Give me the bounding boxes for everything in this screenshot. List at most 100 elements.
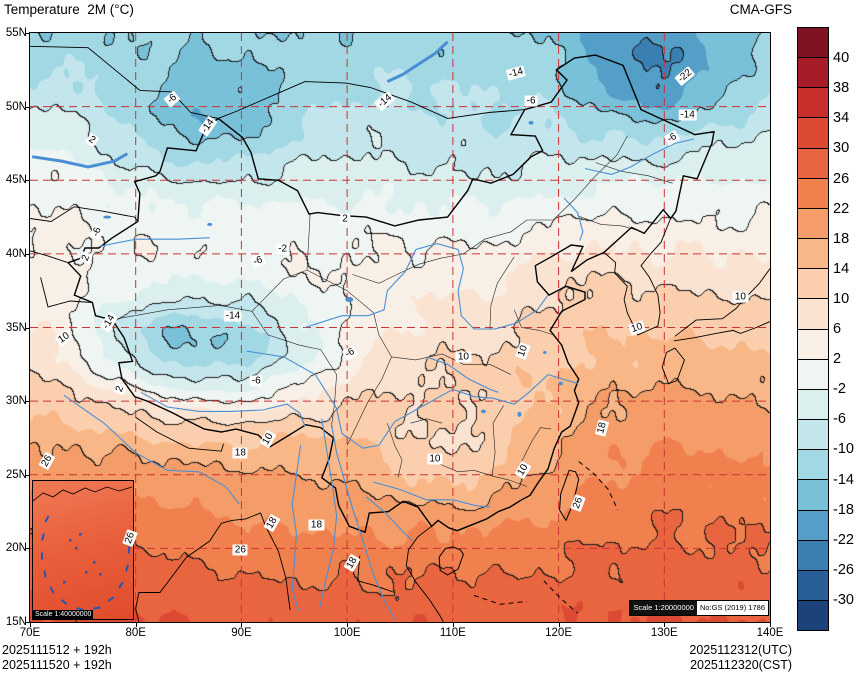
inset-map	[33, 486, 133, 611]
colorbar-cell	[798, 298, 828, 329]
colorbar-cell	[798, 117, 828, 148]
island-outline	[559, 469, 580, 522]
river	[563, 197, 584, 241]
river	[373, 481, 490, 508]
y-tick-mark	[25, 474, 29, 476]
x-tick-mark	[452, 623, 454, 627]
colorbar-cell	[798, 539, 828, 570]
x-tick-label: 80E	[125, 627, 146, 639]
inset-dash-line-segment	[124, 564, 130, 572]
inset-island-dot	[93, 561, 96, 564]
inset-dash-line-segment	[76, 607, 84, 611]
y-tick-label: 40N	[5, 247, 27, 260]
inset-dash-line-segment	[44, 515, 50, 523]
y-tick-label: 20N	[5, 542, 27, 555]
river	[319, 418, 338, 608]
valid-time-cst: 2025112320(CST)	[690, 658, 792, 672]
province-border	[410, 418, 443, 424]
colorbar-tick-label: 2	[833, 351, 842, 368]
y-tick-label: 30N	[5, 395, 27, 408]
province-border	[387, 423, 403, 478]
y-tick-label: 45N	[5, 174, 27, 187]
coast-or-border-line	[357, 555, 395, 593]
colorbar-tick-label: 38	[833, 80, 850, 97]
province-border	[251, 311, 337, 428]
colorbar-tick-label: -14	[833, 471, 854, 488]
colorbar	[797, 27, 829, 631]
province-border	[352, 135, 628, 284]
x-tick-mark	[664, 623, 666, 627]
province-border	[436, 462, 528, 487]
colorbar-cell	[798, 177, 828, 208]
y-tick-mark	[25, 253, 29, 255]
coast-or-border-line	[30, 206, 139, 222]
coast-or-border-line	[405, 525, 444, 622]
province-border	[513, 309, 554, 336]
dashed-boundary	[473, 595, 527, 605]
inset-island-dot	[63, 581, 66, 584]
colorbar-cell	[798, 449, 828, 480]
inset-dash-line-segment	[60, 598, 68, 606]
colorbar-tick-label: -22	[833, 531, 854, 548]
x-tick-label: 130E	[650, 627, 678, 639]
map-overlay	[30, 33, 770, 622]
colorbar-tick-label: 14	[833, 260, 850, 277]
colorbar-tick-label: 18	[833, 230, 850, 247]
dashed-boundary	[578, 461, 619, 511]
lake	[543, 351, 547, 355]
inset-island-dot	[99, 573, 102, 576]
map-plot-area: Scale 1:40000000 Scale 1:20000000 No:GS …	[29, 32, 771, 623]
province-border	[117, 214, 311, 319]
x-tick-mark	[347, 623, 349, 627]
x-tick-mark	[241, 623, 243, 627]
colorbar-tick-label: -26	[833, 561, 854, 578]
y-tick-mark	[25, 327, 29, 329]
colorbar-cell	[798, 479, 828, 510]
colorbar-cell	[798, 328, 828, 359]
river	[365, 496, 414, 542]
x-tick-label: 100E	[333, 627, 361, 639]
province-border	[346, 356, 392, 446]
lake-waterbody	[31, 152, 129, 169]
colorbar-tick-label: -2	[833, 381, 846, 398]
lake	[481, 409, 487, 414]
scale-approval-label: No:GS (2019) 1786	[696, 601, 768, 615]
y-tick-label: 35N	[5, 321, 27, 334]
island-outline	[438, 546, 464, 576]
china-border	[67, 54, 715, 534]
lake	[517, 411, 522, 417]
y-tick-label: 25N	[5, 468, 27, 481]
river	[246, 350, 578, 449]
lake	[558, 381, 563, 386]
lake	[207, 222, 213, 226]
province-border	[595, 162, 673, 184]
y-tick-label: 50N	[5, 100, 27, 113]
colorbar-tick-label: 6	[833, 321, 842, 337]
inset-dash-line-segment	[93, 606, 101, 610]
page-title: Temperature 2M (°C)	[4, 2, 134, 17]
inset-dash-line-segment	[43, 570, 47, 578]
colorbar-cell	[798, 268, 828, 299]
colorbar-tick-label: 26	[833, 170, 850, 187]
colorbar-cell	[798, 599, 828, 631]
inset-coastline	[33, 486, 133, 502]
x-tick-mark	[558, 623, 560, 627]
inset-scale-label: Scale 1:40000000	[33, 610, 94, 619]
inset-island-dot	[75, 547, 78, 550]
inset-island-dot	[85, 571, 88, 574]
x-tick-label: 140E	[756, 627, 784, 639]
province-border	[391, 353, 512, 375]
valid-time-utc: 2025112312(UTC)	[689, 643, 792, 657]
coast-or-border-line	[135, 416, 224, 452]
x-tick-mark	[770, 623, 771, 627]
lake	[528, 121, 534, 125]
lake-waterbody	[386, 40, 449, 83]
x-tick-label: 70E	[19, 627, 41, 639]
inset-dash-line-segment	[49, 586, 55, 594]
colorbar-cell	[798, 388, 828, 420]
province-border	[489, 256, 515, 330]
colorbar-tick-label: -6	[833, 411, 846, 428]
coast-or-border-line	[661, 347, 685, 385]
inset-dash-line-segment	[41, 533, 45, 541]
